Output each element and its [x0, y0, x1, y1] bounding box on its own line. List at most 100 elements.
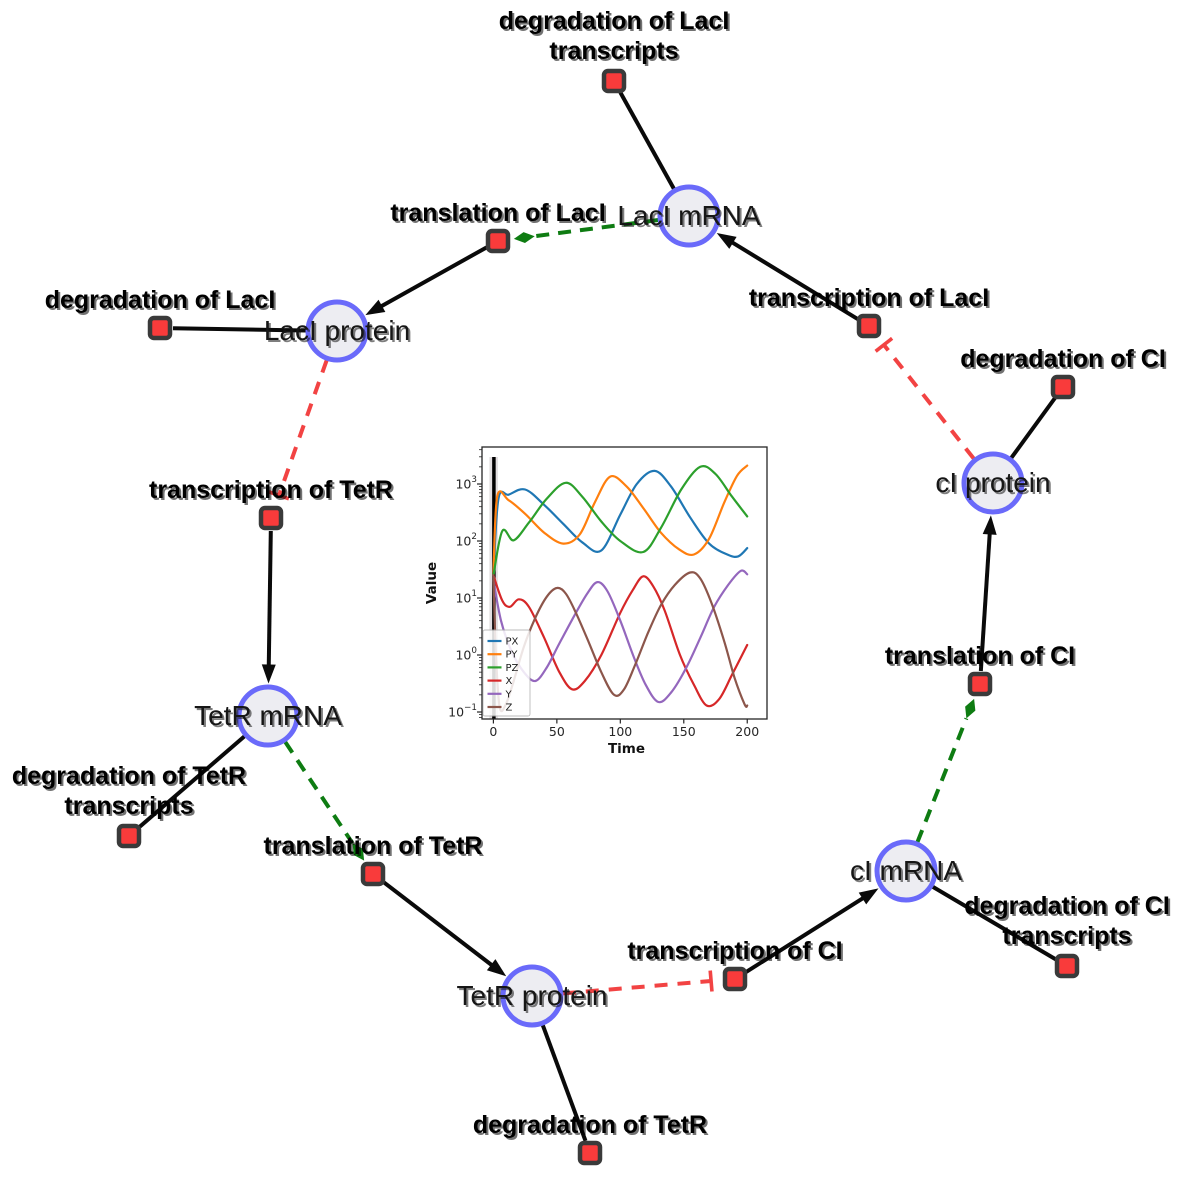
series-X [492, 574, 749, 708]
svg-text:transcription of CI: transcription of CI [629, 939, 844, 967]
species-node-laci-mrna[interactable] [657, 184, 721, 248]
svg-text:transcription of LacI: transcription of LacI [749, 284, 989, 312]
svg-text:cI mRNA: cI mRNA [850, 855, 962, 886]
series-PZ [492, 465, 749, 577]
species-node-laci-protein[interactable] [305, 299, 369, 363]
edge-modifier-tetr-mrna--translation-tetr [283, 740, 365, 861]
reaction-node-degradation-ci-transcripts[interactable] [1054, 953, 1080, 979]
svg-text:LacI protein: LacI protein [266, 317, 412, 348]
svg-text:TetR protein: TetR protein [457, 980, 608, 1011]
svg-text:LacI mRNA: LacI mRNA [619, 202, 762, 233]
svg-text:degradation of CI: degradation of CI [966, 894, 1172, 922]
svg-text:LacI mRNA: LacI mRNA [617, 200, 760, 231]
reaction-node-degradation-laci-transcripts[interactable] [601, 68, 627, 94]
plot-legend: PX PY PZ XYZ [482, 629, 531, 717]
svg-text:degradation of LacI: degradation of LacI [47, 288, 278, 316]
svg-text:transcripts: transcripts [1002, 922, 1131, 950]
edge-tetr-mrna--degradation-tetr-transcripts [137, 734, 246, 830]
reaction-node-degradation-tetr[interactable] [577, 1140, 603, 1166]
edge-arrow-translation-ci--ci-protein [978, 515, 997, 672]
species-node-ci-protein[interactable] [961, 451, 1025, 515]
legend-entry-PZ: PZ [506, 663, 519, 674]
legend-entry-PY: PY [506, 650, 519, 661]
reaction-node-degradation-laci[interactable] [147, 315, 173, 341]
svg-text:transcripts: transcripts [1004, 924, 1133, 952]
edge-arrow-transcription-tetr--tetr-mrna [261, 530, 276, 684]
edge-arrow-translation-tetr--tetr-protein [382, 880, 507, 977]
edge-tetr-protein--degradation-tetr [540, 1024, 588, 1142]
reaction-node-translation-tetr[interactable] [360, 861, 386, 887]
legend-entry-X: X [506, 676, 513, 687]
svg-text:cI protein: cI protein [937, 469, 1052, 500]
svg-text:cI protein: cI protein [935, 467, 1050, 498]
species-node-tetr-protein[interactable] [500, 964, 564, 1028]
svg-text:translation of TetR: translation of TetR [264, 832, 483, 860]
edge-ci-protein--degradation-ci [1009, 396, 1057, 460]
legend-entry-Z: Z [506, 703, 513, 714]
svg-text:translation of LacI: translation of LacI [390, 199, 605, 227]
nodes-layer [116, 68, 1080, 1166]
svg-text:degradation of LacI: degradation of LacI [499, 7, 730, 35]
reaction-node-translation-ci[interactable] [967, 671, 993, 697]
legend-entry-Y: Y [505, 689, 513, 700]
reaction-node-transcription-ci[interactable] [722, 966, 748, 992]
plot-axes-box [481, 446, 768, 720]
svg-text:transcripts: transcripts [64, 792, 193, 820]
edge-arrow-translation-laci--laci-protein [365, 245, 488, 316]
species-node-tetr-mrna[interactable] [236, 684, 300, 748]
svg-text:transcripts: transcripts [549, 37, 678, 65]
svg-text:100: 100 [455, 646, 477, 663]
svg-text:transcripts: transcripts [551, 39, 680, 67]
inset-plot: 0 50 100 150 200Time10310210110010−1ValuePXP… [420, 429, 784, 769]
reaction-node-transcription-laci[interactable] [856, 313, 882, 339]
reaction-node-degradation-ci[interactable] [1050, 374, 1076, 400]
edges-layer [137, 91, 1057, 1142]
svg-text:degradation of TetR: degradation of TetR [473, 1111, 707, 1139]
svg-text:transcription of TetR: transcription of TetR [151, 478, 395, 506]
svg-text:translation of CI: translation of CI [885, 642, 1075, 670]
edge-arrow-transcription-ci--ci-mrna [744, 888, 879, 974]
reaction-node-degradation-tetr-transcripts[interactable] [116, 823, 142, 849]
edge-inhibition-laci-protein--transcription-tetr [268, 359, 329, 501]
svg-text:transcription of TetR: transcription of TetR [149, 476, 393, 504]
svg-text:50: 50 [549, 724, 565, 739]
reaction-node-translation-laci[interactable] [485, 228, 511, 254]
svg-text:translation of LacI: translation of LacI [392, 201, 607, 229]
edge-laci-mrna--degradation-laci-transcripts [618, 91, 676, 190]
svg-text:translation of TetR: translation of TetR [266, 834, 485, 862]
species-node-ci-mrna[interactable] [874, 839, 938, 903]
svg-text:103: 103 [455, 475, 477, 492]
edge-modifier-laci-mrna--translation-laci [513, 218, 659, 244]
svg-text:transcription of LacI: transcription of LacI [751, 286, 991, 314]
reaction-node-transcription-tetr[interactable] [258, 505, 284, 531]
svg-text:LacI protein: LacI protein [264, 315, 410, 346]
svg-text:150: 150 [672, 724, 696, 739]
x-axis: 0 50 100 150 200 Time [489, 719, 759, 757]
svg-text:101: 101 [455, 589, 477, 606]
svg-text:cI mRNA: cI mRNA [852, 857, 964, 888]
svg-text:transcripts: transcripts [66, 794, 195, 822]
svg-text:transcription of CI: transcription of CI [627, 937, 842, 965]
edge-inhibition-tetr-protein--transcription-ci [562, 970, 714, 996]
series-PY [492, 464, 749, 577]
edge-inhibition-ci-protein--transcription-laci [874, 336, 976, 460]
